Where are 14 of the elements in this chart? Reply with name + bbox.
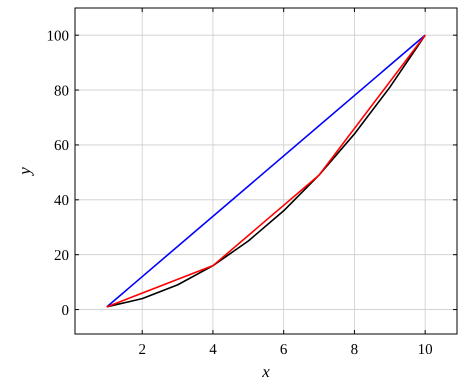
- y-axis-title: y: [15, 166, 34, 177]
- y-tick-label: 40: [54, 193, 69, 210]
- x-tick-label: 8: [350, 342, 358, 358]
- y-tick-label: 80: [54, 83, 69, 100]
- x-tick-label: 2: [138, 342, 146, 358]
- line-series: [106, 34, 426, 308]
- y-tick-label: 0: [62, 302, 69, 319]
- x-tick-label: 10: [418, 342, 433, 358]
- y-tick-label: 60: [54, 138, 69, 154]
- y-tick-label: 20: [54, 248, 69, 264]
- y-tick-label: 100: [46, 28, 69, 44]
- x-axis-title: x: [261, 362, 270, 381]
- x-tick-label: 4: [209, 342, 218, 358]
- x-tick-label: 6: [280, 342, 288, 358]
